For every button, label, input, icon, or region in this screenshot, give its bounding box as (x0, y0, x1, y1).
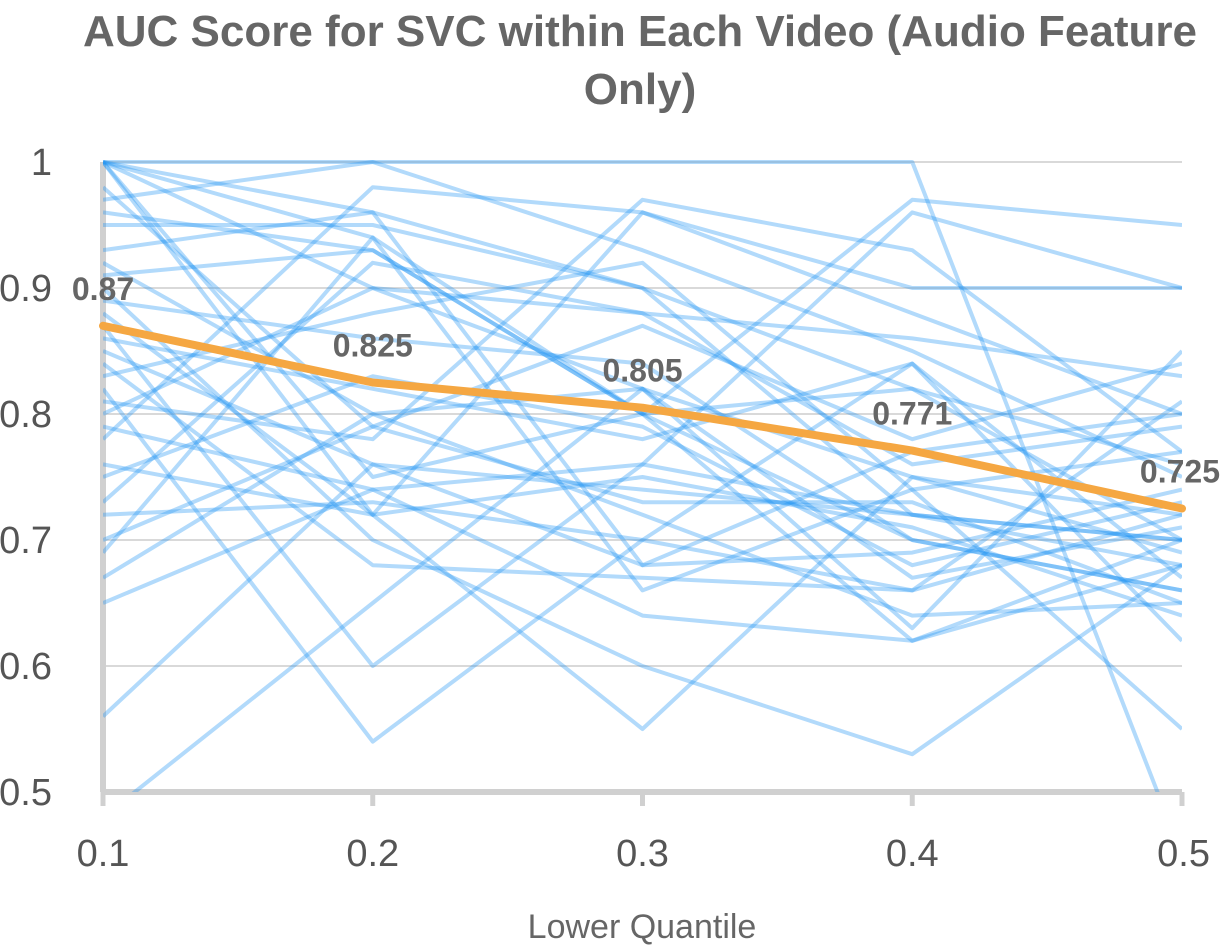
x-tick-label-1: 0.2 (346, 833, 399, 875)
video-series-line-24 (103, 462, 1182, 618)
video-series-line-5 (103, 160, 1182, 379)
axes (100, 162, 1185, 806)
video-series-line-7 (103, 223, 1182, 568)
mean-data-label-3: 0.771 (872, 396, 952, 432)
mean-data-label-1: 0.825 (333, 328, 413, 364)
y-tick-label-0: 0.5 (0, 772, 52, 814)
video-series-line-19 (103, 361, 1182, 744)
video-series-line-0 (103, 160, 1160, 792)
y-tick-label-1: 0.6 (0, 646, 52, 688)
video-series-line-23 (103, 185, 1182, 441)
mean-data-label-4: 0.725 (1140, 454, 1220, 490)
x-tick-label-2: 0.3 (616, 833, 669, 875)
video-series-line-1 (103, 160, 1182, 542)
video-series-line-22 (103, 424, 1182, 643)
x-tick-label-3: 0.4 (886, 833, 939, 875)
video-series-line-33 (131, 386, 1182, 792)
chart-title-line-2: Only) (584, 65, 696, 114)
video-series-line-3 (103, 160, 1182, 643)
video-series-line-8 (103, 210, 1182, 568)
video-series-line-2 (103, 160, 1182, 593)
y-tick-label-5: 1 (31, 142, 52, 184)
x-tick-label-4: 0.5 (1157, 833, 1210, 875)
video-series-line-35 (103, 185, 1182, 605)
video-series-line-31 (103, 462, 1182, 605)
video-series-line-28 (103, 323, 1182, 542)
video-series-line-27 (103, 399, 1182, 593)
video-series-line-15 (103, 336, 1182, 643)
video-series-lines (103, 160, 1182, 792)
y-tick-label-2: 0.7 (0, 520, 52, 562)
video-series-line-17 (103, 361, 1182, 593)
video-series-line-25 (103, 374, 1182, 568)
gridlines (103, 161, 1182, 667)
tick-labels: 0.5 0.6 0.7 0.8 0.9 1 0.1 0.2 0.3 0.4 0.5 (0, 142, 1210, 875)
video-series-line-30 (103, 386, 1182, 580)
mean-data-label-0: 0.87 (72, 271, 134, 307)
y-tick-label-3: 0.8 (0, 394, 52, 436)
video-series-line-11 (103, 286, 1182, 757)
video-series-line-20 (103, 197, 1182, 454)
video-series-line-18 (103, 260, 1182, 731)
video-series-line-29 (103, 235, 1182, 593)
video-series-line-13 (103, 210, 1182, 517)
video-series-line-4 (103, 160, 1182, 731)
x-axis-title: Lower Quantile (528, 908, 757, 946)
video-series-line-34 (103, 197, 1182, 416)
video-series-line-21 (103, 286, 1182, 631)
video-series-line-32 (103, 412, 1182, 718)
video-series-line-10 (103, 248, 1182, 467)
x-tick-label-0: 0.1 (77, 833, 130, 875)
chart-title-line-1: AUC Score for SVC within Each Video (Aud… (83, 7, 1197, 56)
mean-series: 0.87 0.825 0.805 0.771 0.725 (72, 271, 1220, 513)
video-series-line-6 (103, 160, 1182, 479)
video-series-line-26 (103, 260, 1182, 504)
video-series-line-12 (103, 298, 1182, 593)
y-tick-label-4: 0.9 (0, 268, 52, 310)
video-series-line-14 (103, 210, 1182, 668)
video-series-line-16 (103, 349, 1182, 542)
mean-data-label-2: 0.805 (602, 353, 682, 389)
mean-series-line (99, 321, 1186, 513)
